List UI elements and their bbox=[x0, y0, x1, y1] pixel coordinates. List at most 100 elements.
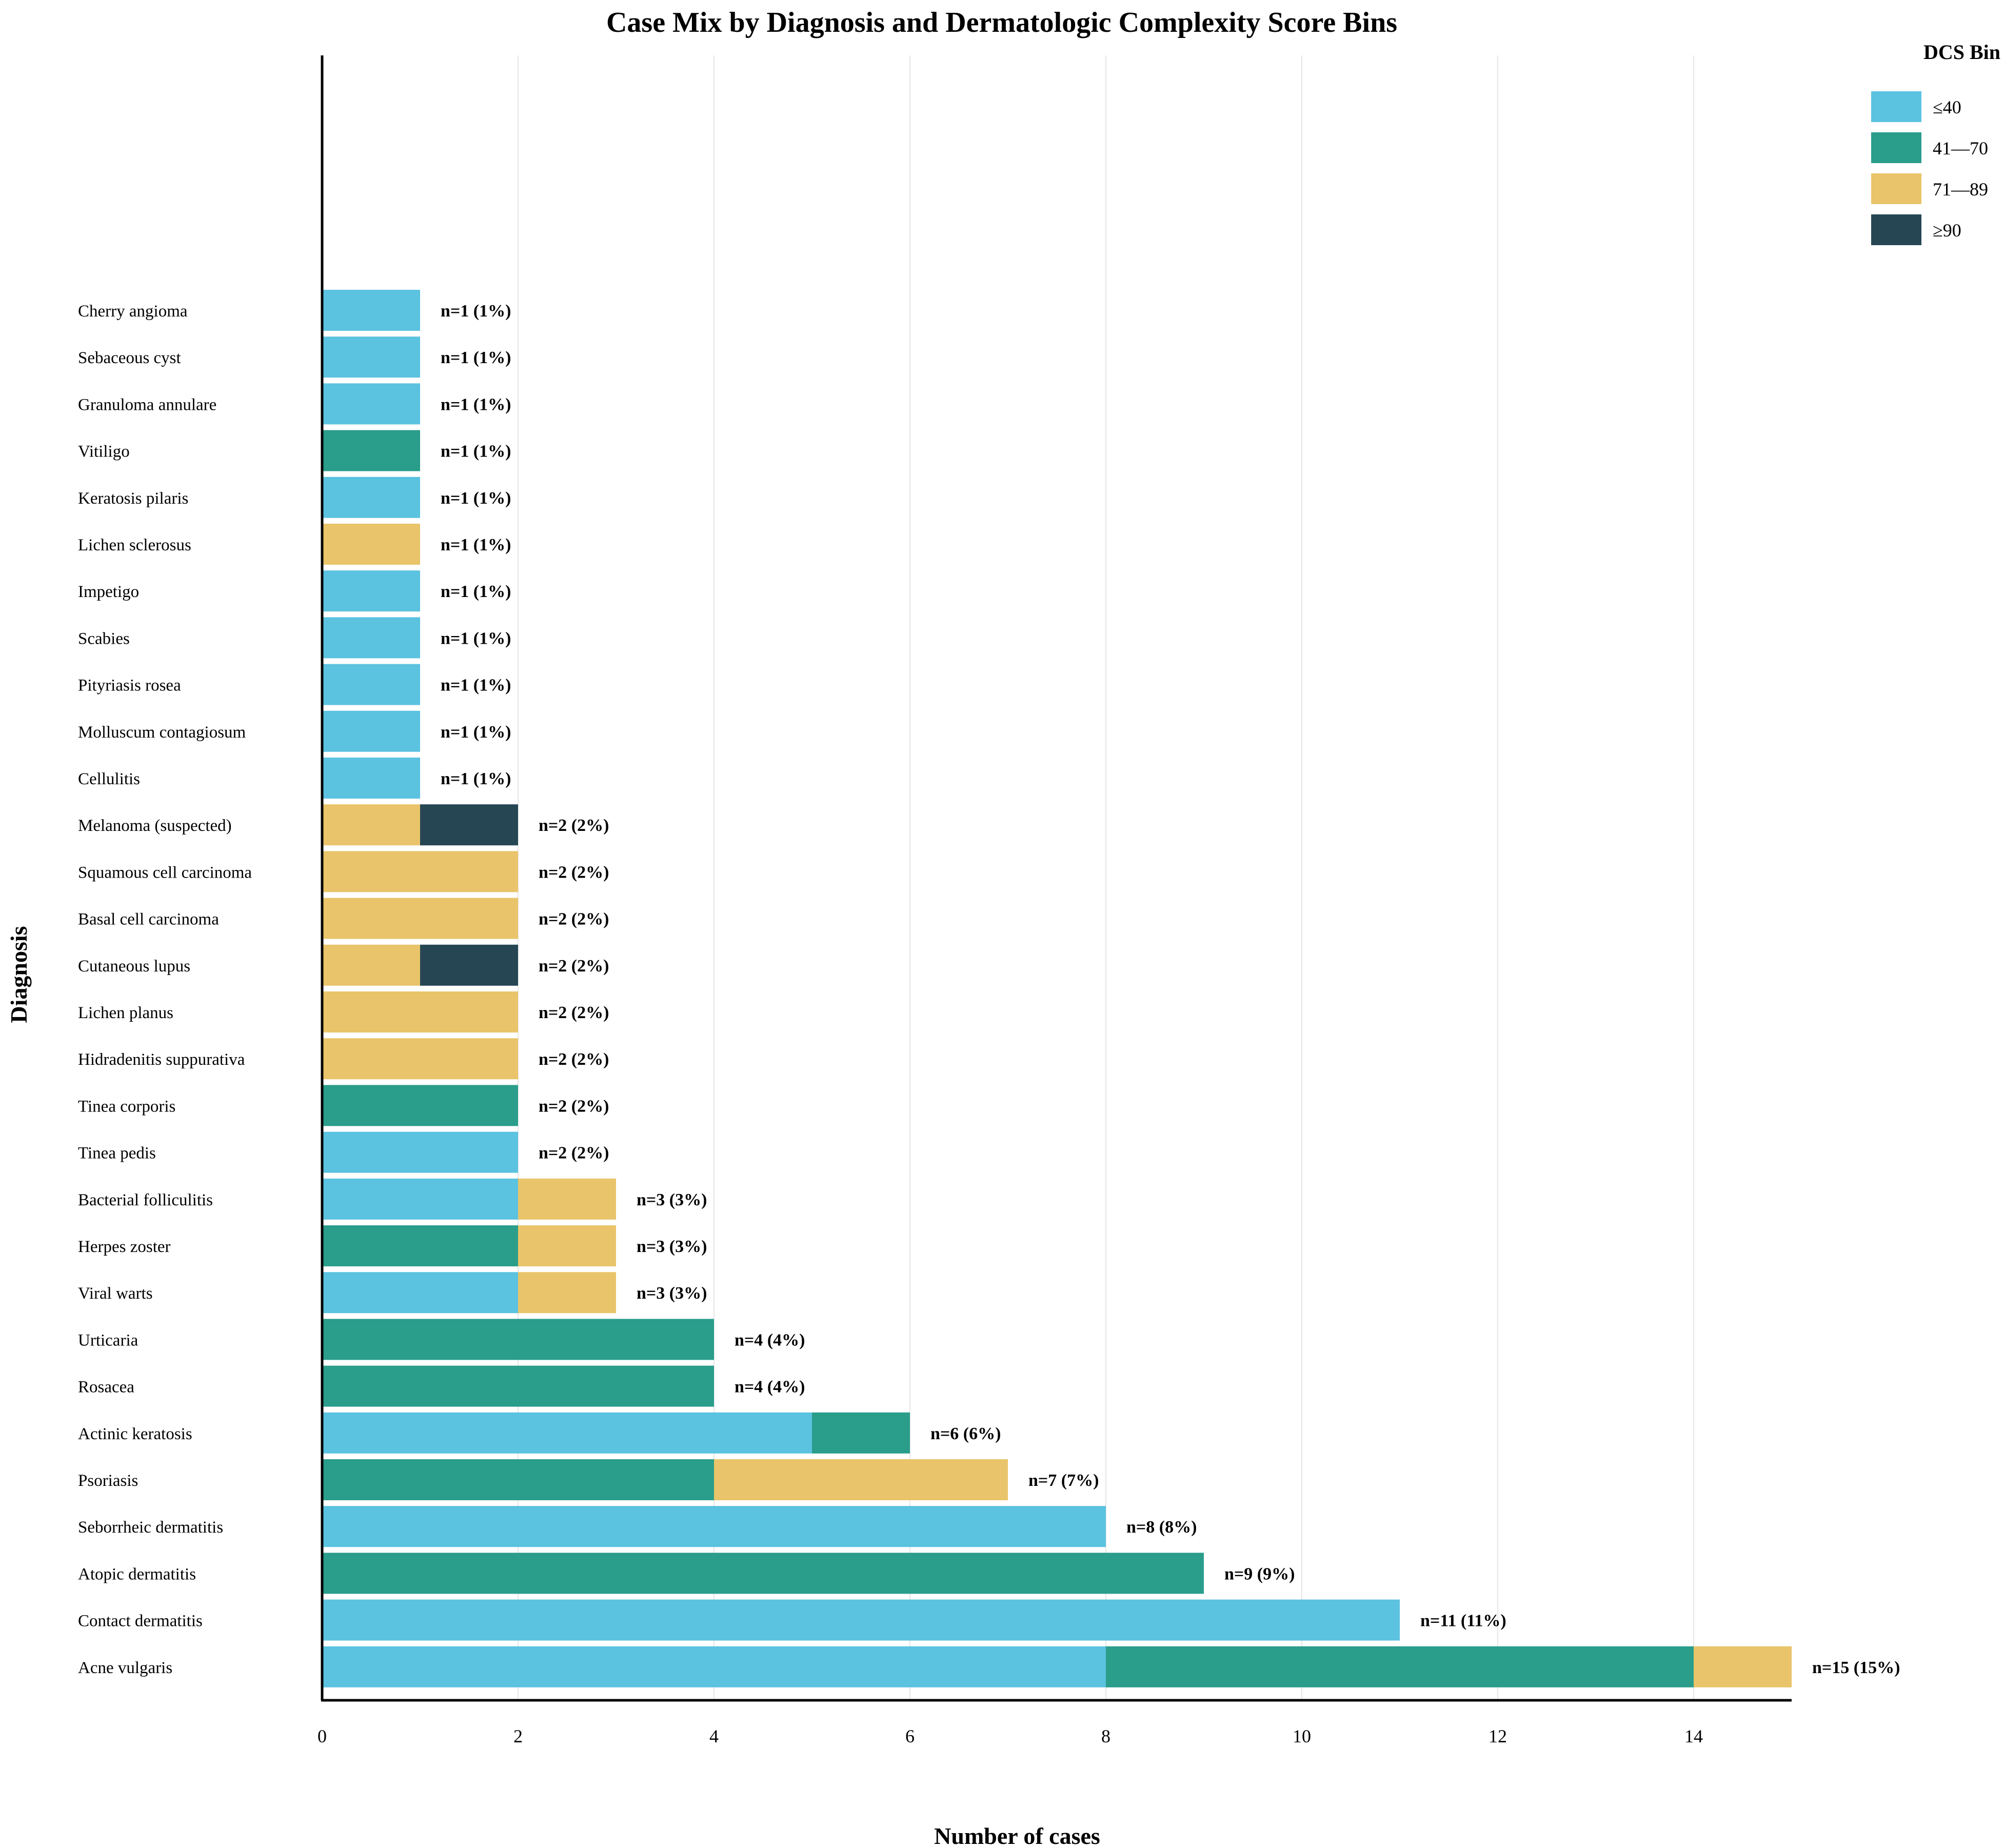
x-tick-label: 14 bbox=[1684, 1726, 1703, 1746]
bar-segment bbox=[812, 1412, 910, 1454]
data-label: n=6 (6%) bbox=[930, 1424, 1001, 1443]
legend-swatch bbox=[1871, 173, 1921, 204]
category-label: Cutaneous lupus bbox=[78, 957, 190, 976]
data-label: n=2 (2%) bbox=[539, 1050, 609, 1069]
data-label: n=1 (1%) bbox=[441, 535, 511, 554]
category-label: Herpes zoster bbox=[78, 1238, 171, 1256]
x-tick-label: 6 bbox=[905, 1726, 915, 1746]
legend-label: 41—70 bbox=[1933, 138, 1988, 158]
category-label: Actinic keratosis bbox=[78, 1425, 192, 1443]
bar-segment bbox=[322, 1365, 714, 1407]
category-label: Seborrheic dermatitis bbox=[78, 1518, 223, 1537]
legend-label: 71—89 bbox=[1933, 179, 1988, 200]
bar-segment bbox=[322, 617, 420, 659]
legend-label: ≥90 bbox=[1933, 220, 1961, 241]
legend: DCS Bin ≤40 41—70 71—89 ≥90 bbox=[1871, 41, 2000, 245]
data-label: n=2 (2%) bbox=[539, 1003, 609, 1022]
bar-segment bbox=[420, 804, 518, 846]
bar-segment bbox=[322, 430, 420, 471]
category-label: Urticaria bbox=[78, 1331, 138, 1349]
bar-segment bbox=[1106, 1646, 1694, 1687]
category-label: Tinea corporis bbox=[78, 1097, 175, 1116]
category-label: Pityriasis rosea bbox=[78, 677, 181, 695]
bar-segment bbox=[322, 1553, 1204, 1594]
bar-segment bbox=[322, 804, 420, 846]
bar-segment bbox=[322, 476, 420, 518]
data-label: n=2 (2%) bbox=[539, 1144, 609, 1163]
category-label: Contact dermatitis bbox=[78, 1612, 203, 1631]
category-labels: Cherry angioma Sebaceous cyst Granuloma an… bbox=[78, 302, 252, 1677]
bar-segment bbox=[714, 1459, 1008, 1500]
category-label: Cherry angioma bbox=[78, 302, 188, 321]
bar-segment bbox=[518, 1225, 616, 1266]
data-label: n=2 (2%) bbox=[539, 910, 609, 929]
bar-segment bbox=[322, 758, 420, 799]
bar-segment bbox=[322, 944, 420, 986]
legend-swatch bbox=[1871, 214, 1921, 245]
bar-segment bbox=[322, 1085, 518, 1126]
bar-segment bbox=[322, 290, 420, 331]
category-label: Cellulitis bbox=[78, 770, 140, 788]
data-labels: n=1 (1%) n=1 (1%) n=1 (1%) n=1 (1%) n=1 (1%)… bbox=[441, 302, 1900, 1677]
bar-segment bbox=[1694, 1646, 1792, 1687]
x-tick-label: 8 bbox=[1101, 1726, 1110, 1746]
data-label: n=1 (1%) bbox=[441, 442, 511, 461]
category-label: Keratosis pilaris bbox=[78, 489, 188, 508]
category-label: Lichen sclerosus bbox=[78, 536, 191, 554]
category-label: Squamous cell carcinoma bbox=[78, 863, 252, 882]
category-label: Rosacea bbox=[78, 1378, 134, 1397]
data-label: n=1 (1%) bbox=[441, 629, 511, 648]
category-label: Psoriasis bbox=[78, 1472, 138, 1490]
category-label: Basal cell carcinoma bbox=[78, 910, 219, 929]
bar-segment bbox=[322, 1225, 518, 1266]
data-label: n=1 (1%) bbox=[441, 302, 511, 321]
bar-segment bbox=[322, 383, 420, 425]
data-label: n=1 (1%) bbox=[441, 769, 511, 788]
bar-segment bbox=[322, 1459, 714, 1500]
bar-segment bbox=[322, 664, 420, 705]
category-label: Molluscum contagiosum bbox=[78, 723, 246, 742]
data-label: n=1 (1%) bbox=[441, 676, 511, 695]
data-label: n=2 (2%) bbox=[539, 863, 609, 882]
bars bbox=[322, 290, 1792, 1687]
bar-segment bbox=[322, 1038, 518, 1080]
category-label: Lichen planus bbox=[78, 1004, 173, 1022]
y-axis-label: Diagnosis bbox=[6, 926, 32, 1023]
x-tick-label: 0 bbox=[318, 1726, 327, 1746]
bar-segment bbox=[322, 1646, 1106, 1687]
data-label: n=3 (3%) bbox=[637, 1284, 707, 1303]
legend-swatch bbox=[1871, 132, 1921, 163]
category-label: Viral warts bbox=[78, 1284, 153, 1303]
x-axis-label: Number of cases bbox=[934, 1823, 1100, 1848]
data-label: n=2 (2%) bbox=[539, 1097, 609, 1116]
data-label: n=3 (3%) bbox=[637, 1190, 707, 1209]
x-axis-ticks: 0 2 4 6 8 10 12 14 bbox=[318, 1726, 1703, 1746]
category-label: Melanoma (suspected) bbox=[78, 817, 232, 835]
legend-label: ≤40 bbox=[1933, 97, 1961, 117]
bar-segment bbox=[322, 898, 518, 939]
data-label: n=3 (3%) bbox=[637, 1237, 707, 1256]
data-label: n=11 (11%) bbox=[1420, 1612, 1506, 1631]
data-label: n=9 (9%) bbox=[1224, 1564, 1295, 1583]
bar-segment bbox=[322, 336, 420, 378]
category-label: Hidradenitis suppurativa bbox=[78, 1050, 245, 1069]
grid bbox=[322, 55, 1694, 1700]
category-label: Acne vulgaris bbox=[78, 1659, 172, 1677]
legend-items: ≤40 41—70 71—89 ≥90 bbox=[1871, 91, 1988, 245]
bar-segment bbox=[322, 570, 420, 612]
chart-title: Case Mix by Diagnosis and Dermatologic C… bbox=[606, 7, 1397, 38]
x-tick-label: 12 bbox=[1489, 1726, 1507, 1746]
bar-segment bbox=[322, 524, 420, 565]
bar-segment bbox=[322, 991, 518, 1032]
category-label: Atopic dermatitis bbox=[78, 1565, 196, 1583]
category-label: Scabies bbox=[78, 629, 130, 648]
legend-swatch bbox=[1871, 91, 1921, 122]
bar-segment bbox=[322, 851, 518, 892]
bar-segment bbox=[322, 1599, 1400, 1641]
category-label: Sebaceous cyst bbox=[78, 349, 181, 367]
x-tick-label: 2 bbox=[513, 1726, 523, 1746]
x-tick-label: 10 bbox=[1293, 1726, 1311, 1746]
x-tick-label: 4 bbox=[709, 1726, 719, 1746]
category-label: Bacterial folliculitis bbox=[78, 1191, 213, 1209]
